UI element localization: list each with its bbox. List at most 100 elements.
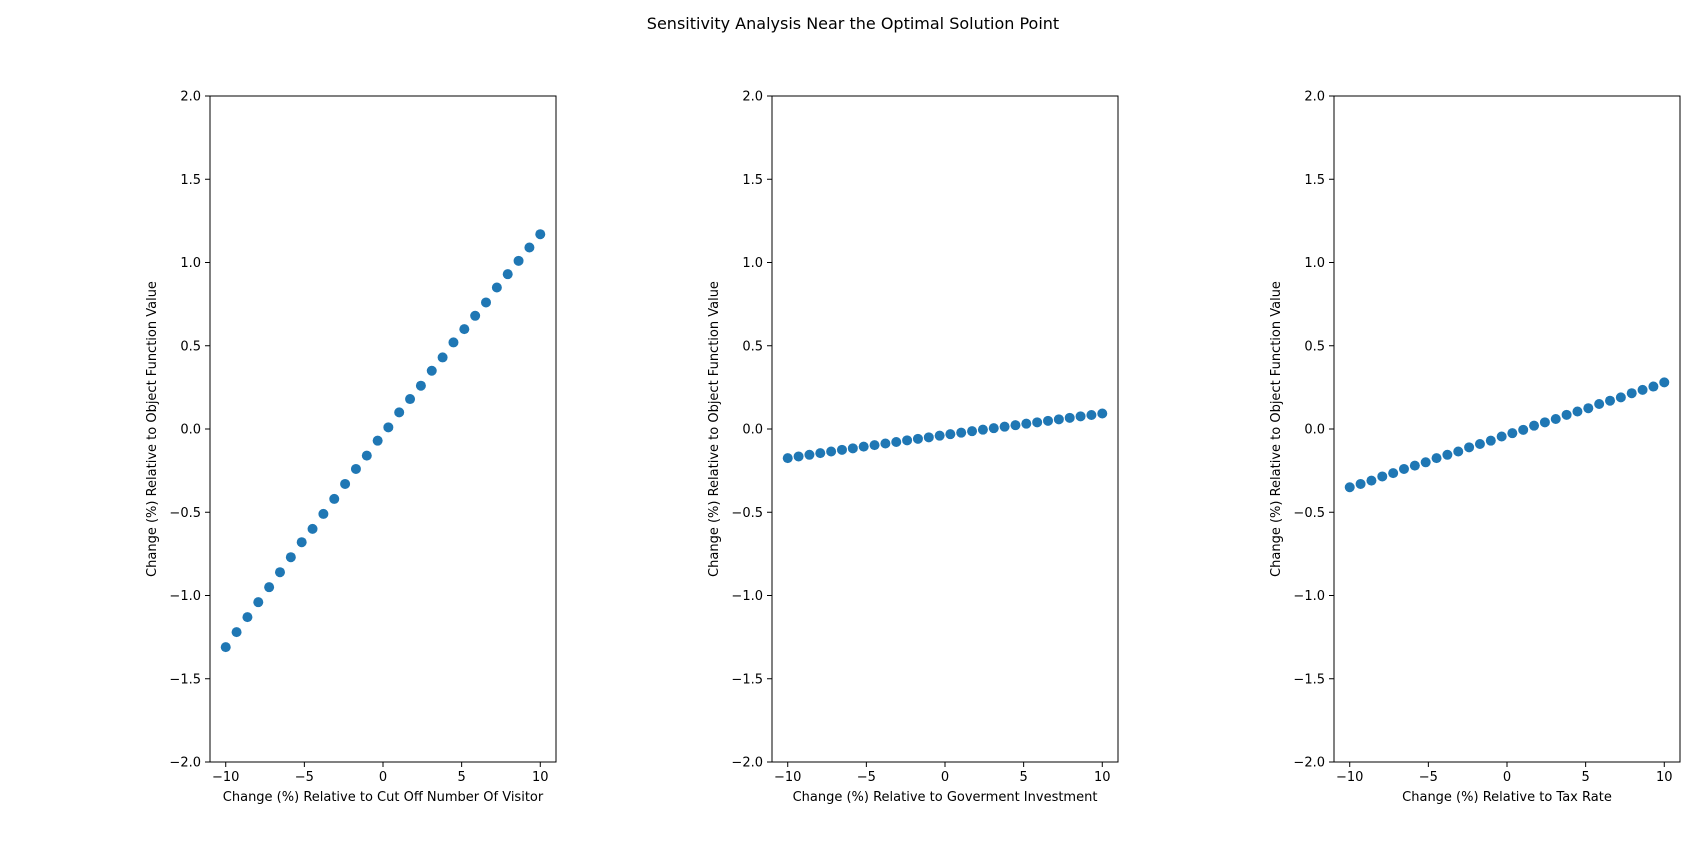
y-tick-label: 1.0: [180, 256, 201, 271]
data-point: [1442, 449, 1453, 460]
data-point: [1086, 410, 1097, 421]
data-point: [1043, 415, 1054, 426]
data-point: [231, 627, 242, 638]
data-point: [448, 337, 459, 348]
data-point: [1431, 453, 1442, 464]
y-tick-label: 1.5: [742, 173, 763, 188]
subplot-1: −10 −5 0 5 10 −2.0 −1.5 −1.0 −0.5 0.0 0.5 1.0 1.5 2.0…: [145, 90, 557, 805]
y-tick-label: 1.5: [180, 173, 201, 188]
data-point: [253, 597, 264, 608]
x-tick-label: −10: [774, 770, 801, 785]
axes-frame: [209, 95, 557, 763]
y-tick-label: −1.5: [1293, 672, 1325, 687]
data-point: [880, 438, 891, 449]
data-point: [1398, 463, 1409, 474]
data-point: [1605, 395, 1616, 406]
data-point: [945, 429, 956, 440]
data-point: [1507, 428, 1518, 439]
data-point: [1032, 417, 1043, 428]
y-tick-label: −2.0: [1293, 756, 1325, 771]
data-point: [923, 432, 934, 443]
data-point: [220, 642, 231, 653]
data-point: [426, 365, 437, 376]
data-point: [459, 324, 470, 335]
subplot-3: −10 −5 0 5 10 −2.0 −1.5 −1.0 −0.5 0.0 0.5 1.0 1.5 2.0…: [1269, 90, 1681, 805]
data-point: [826, 446, 837, 457]
subplot-2: −10 −5 0 5 10 −2.0 −1.5 −1.0 −0.5 0.0 0.5 1.0 1.5 2.0…: [707, 90, 1119, 805]
data-point: [361, 450, 372, 461]
data-point: [318, 508, 329, 519]
data-point: [1097, 408, 1108, 419]
data-point: [383, 422, 394, 433]
y-tick-label: 0.5: [742, 339, 763, 354]
data-point: [1561, 409, 1572, 420]
y-tick-label: −0.5: [731, 506, 763, 521]
data-point: [1529, 420, 1540, 431]
data-point: [481, 297, 492, 308]
data-point: [415, 380, 426, 391]
axes-frame: [1333, 95, 1681, 763]
x-axis-label: Change (%) Relative to Tax Rate: [1402, 790, 1612, 805]
data-point: [1550, 414, 1561, 425]
data-point: [524, 242, 535, 253]
data-point: [491, 282, 502, 293]
data-point: [394, 407, 405, 418]
data-point: [470, 310, 481, 321]
x-axis-label: Change (%) Relative to Goverment Investm…: [793, 790, 1098, 805]
y-axis-label: Change (%) Relative to Object Function V…: [145, 281, 160, 577]
y-tick-label: 0.0: [742, 423, 763, 438]
data-point: [891, 436, 902, 447]
data-point: [1388, 468, 1399, 479]
y-tick-label: 2.0: [180, 90, 201, 105]
data-point: [934, 430, 945, 441]
data-point: [1075, 411, 1086, 422]
data-point: [1464, 442, 1475, 453]
y-tick-label: −1.5: [731, 672, 763, 687]
data-point: [1626, 388, 1637, 399]
y-tick-label: 0.5: [1304, 339, 1325, 354]
y-tick-label: 1.0: [1304, 256, 1325, 271]
data-point: [1053, 414, 1064, 425]
x-tick-label: 10: [1656, 770, 1673, 785]
x-tick-label: 5: [457, 770, 465, 785]
data-point: [869, 440, 880, 451]
data-point: [274, 567, 285, 578]
x-tick-label: −5: [1419, 770, 1438, 785]
x-tick-label: 10: [532, 770, 549, 785]
x-tick-label: 0: [379, 770, 387, 785]
data-point: [513, 255, 524, 266]
y-axis-label: Change (%) Relative to Object Function V…: [1269, 281, 1284, 577]
y-tick-label: −0.5: [1293, 506, 1325, 521]
y-tick-label: −2.0: [169, 756, 201, 771]
data-point: [350, 463, 361, 474]
data-point: [1648, 381, 1659, 392]
data-point: [1355, 478, 1366, 489]
data-point: [1572, 406, 1583, 417]
data-point: [1637, 384, 1648, 395]
y-tick-label: 0.0: [180, 423, 201, 438]
data-point: [988, 423, 999, 434]
data-point: [858, 441, 869, 452]
data-point: [1615, 392, 1626, 403]
y-axis-label: Change (%) Relative to Object Function V…: [707, 281, 722, 577]
data-point: [242, 612, 253, 623]
y-tick-label: −1.5: [169, 672, 201, 687]
data-point: [1453, 446, 1464, 457]
data-point: [502, 269, 513, 280]
y-tick-label: −0.5: [169, 506, 201, 521]
data-point: [1377, 471, 1388, 482]
data-point: [1420, 457, 1431, 468]
data-point: [1409, 460, 1420, 471]
data-point: [804, 449, 815, 460]
y-tick-label: −1.0: [731, 589, 763, 604]
data-point: [1344, 482, 1355, 493]
data-point: [285, 552, 296, 563]
data-point: [1474, 438, 1485, 449]
data-point: [815, 448, 826, 459]
data-point: [307, 523, 318, 534]
x-tick-label: 5: [1019, 770, 1027, 785]
y-tick-label: −1.0: [1293, 589, 1325, 604]
data-point: [437, 352, 448, 363]
figure-title: Sensitivity Analysis Near the Optimal So…: [646, 14, 1060, 33]
